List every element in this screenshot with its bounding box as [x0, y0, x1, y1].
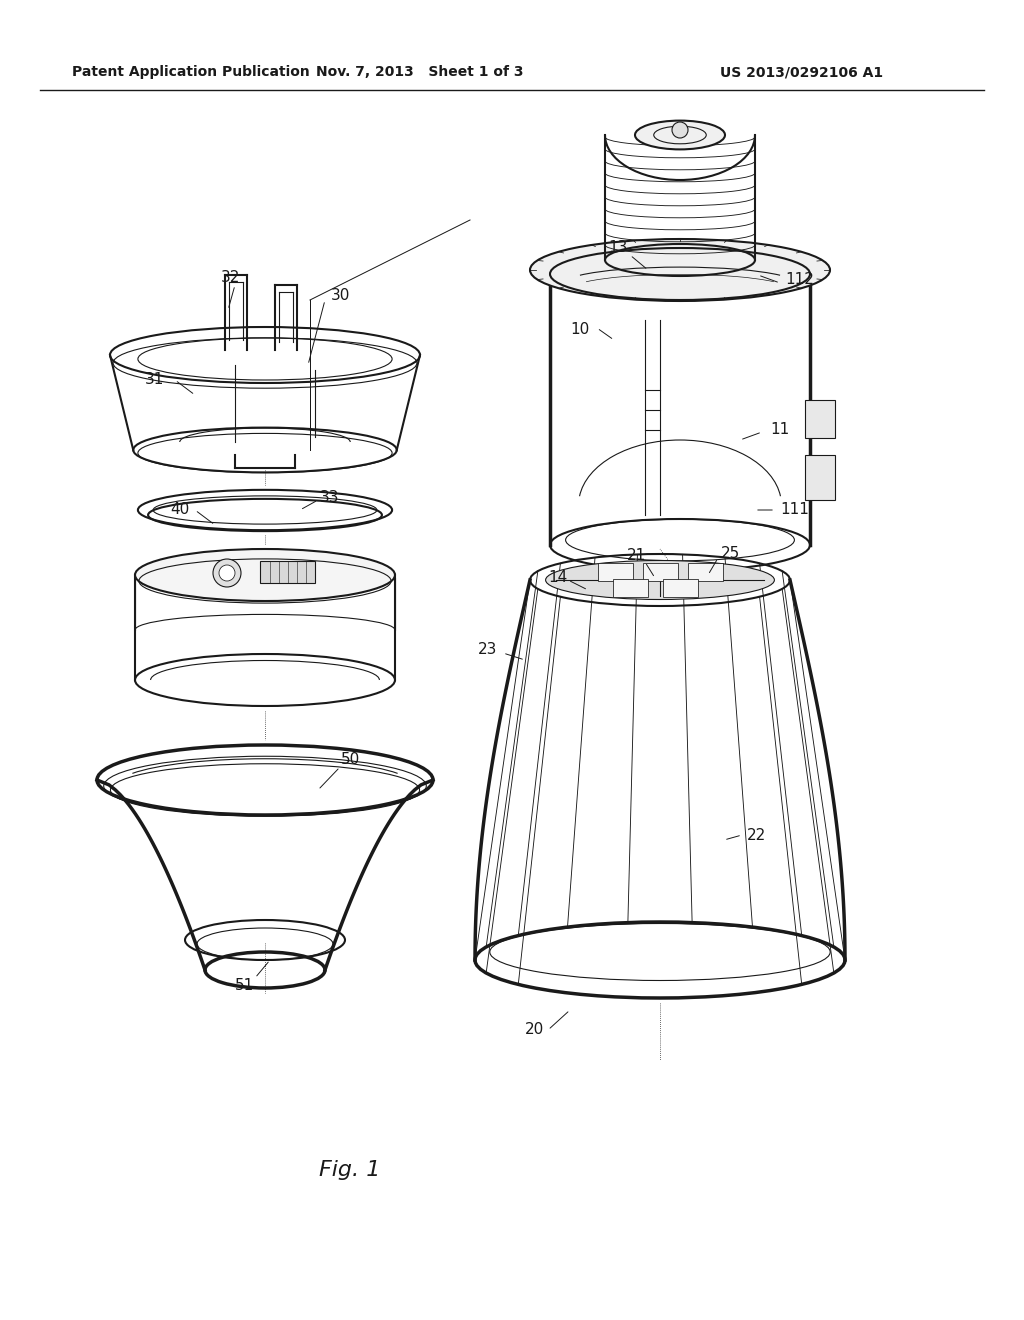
Circle shape: [672, 121, 688, 139]
Text: Patent Application Publication: Patent Application Publication: [72, 65, 309, 79]
FancyBboxPatch shape: [687, 564, 723, 581]
FancyBboxPatch shape: [805, 400, 835, 438]
Text: 32: 32: [220, 271, 240, 285]
FancyBboxPatch shape: [597, 564, 633, 581]
Text: 10: 10: [570, 322, 590, 338]
Text: 23: 23: [478, 643, 498, 657]
Text: 20: 20: [525, 1023, 545, 1038]
FancyBboxPatch shape: [260, 561, 315, 583]
Text: 11: 11: [770, 422, 790, 437]
FancyBboxPatch shape: [663, 579, 697, 597]
Text: 33: 33: [321, 491, 340, 506]
Ellipse shape: [135, 549, 395, 601]
FancyBboxPatch shape: [612, 579, 647, 597]
Ellipse shape: [530, 239, 830, 301]
Text: 13: 13: [608, 240, 628, 256]
Text: 25: 25: [720, 545, 739, 561]
Text: 22: 22: [748, 828, 767, 842]
Text: 51: 51: [236, 978, 255, 993]
FancyBboxPatch shape: [805, 455, 835, 500]
Circle shape: [219, 565, 234, 581]
Text: 40: 40: [170, 503, 189, 517]
Circle shape: [213, 558, 241, 587]
Text: 112: 112: [785, 272, 814, 288]
Text: 50: 50: [340, 752, 359, 767]
Text: 111: 111: [780, 503, 809, 517]
Text: 30: 30: [331, 288, 349, 302]
Text: Nov. 7, 2013   Sheet 1 of 3: Nov. 7, 2013 Sheet 1 of 3: [316, 65, 523, 79]
Text: US 2013/0292106 A1: US 2013/0292106 A1: [720, 65, 883, 79]
Text: Fig. 1: Fig. 1: [319, 1160, 381, 1180]
FancyBboxPatch shape: [642, 564, 678, 581]
Text: 14: 14: [549, 569, 567, 585]
Text: 21: 21: [627, 548, 645, 562]
Ellipse shape: [546, 561, 774, 599]
Text: 31: 31: [145, 372, 165, 388]
Ellipse shape: [635, 120, 725, 149]
